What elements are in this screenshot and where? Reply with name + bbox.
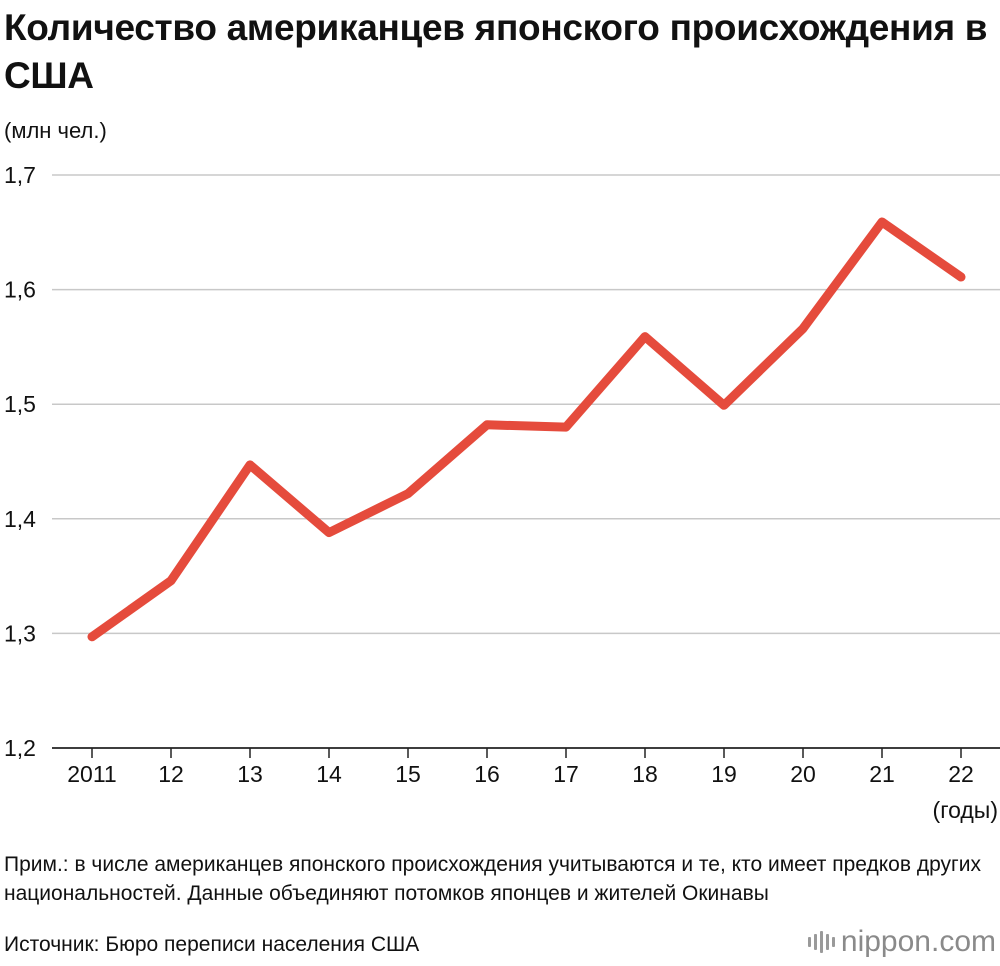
x-tick-label: 12 xyxy=(158,761,184,787)
footnote: Прим.: в числе американцев японского про… xyxy=(4,853,981,905)
y-tick-label: 1,2 xyxy=(4,735,36,761)
y-tick-label: 1,6 xyxy=(4,277,36,303)
x-tick-label: 19 xyxy=(711,761,737,787)
series-group xyxy=(87,217,966,642)
y-tick-label: 1,5 xyxy=(4,391,36,417)
x-tick-label: 21 xyxy=(869,761,895,787)
brand-logo: nippon.com xyxy=(807,925,996,959)
x-tick-label: 15 xyxy=(395,761,421,787)
brand-bars-icon xyxy=(807,931,835,953)
y-tick-label: 1,3 xyxy=(4,620,36,646)
x-tick-label: 18 xyxy=(632,761,658,787)
x-tick-label: 16 xyxy=(474,761,500,787)
x-tick-label: 22 xyxy=(948,761,974,787)
y-tick-labels: 1,2 1,3 1,4 1,5 1,6 1,7 xyxy=(4,162,36,761)
y-tick-label: 1,4 xyxy=(4,506,36,532)
y-tick-label: 1,7 xyxy=(4,162,36,188)
x-tick-label: 20 xyxy=(790,761,816,787)
x-tick-label: 14 xyxy=(316,761,342,787)
x-tick-label: 17 xyxy=(553,761,579,787)
series-line xyxy=(87,217,966,642)
x-tick-label: 2011 xyxy=(67,761,116,787)
chart-title: Количество американцев японского происхо… xyxy=(4,7,988,96)
x-tick-label: 13 xyxy=(237,761,263,787)
brand-name: nippon.com xyxy=(840,925,996,958)
x-axis-unit-label: (годы) xyxy=(932,797,998,823)
y-axis-unit-label: (млн чел.) xyxy=(4,118,107,143)
x-tick-labels: 2011 12 13 14 15 16 17 18 19 20 21 22 xyxy=(67,748,974,787)
source-note: Источник: Бюро переписи населения США xyxy=(4,933,420,956)
